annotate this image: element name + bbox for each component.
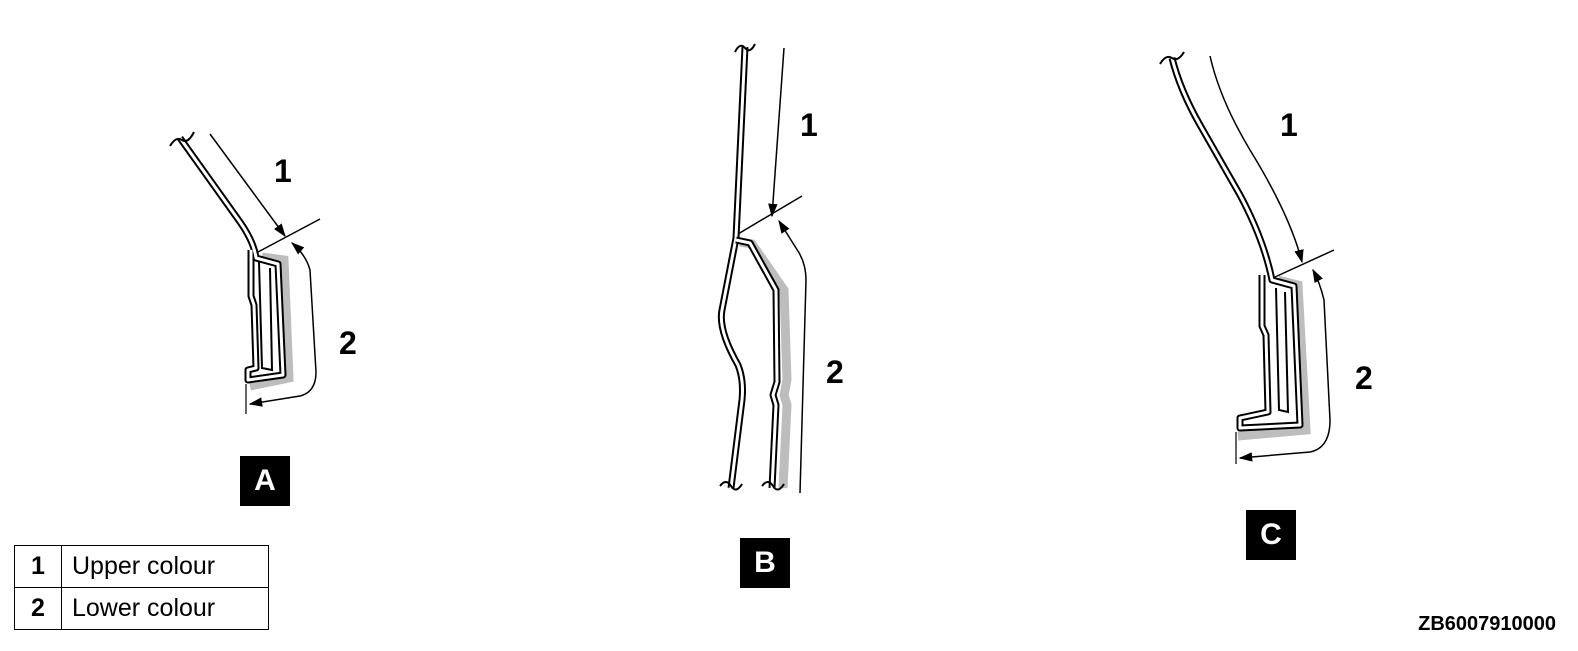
legend-table: 1 Upper colour 2 Lower colour [14, 545, 269, 630]
view-b-break-mark-bottom-right [761, 481, 785, 491]
legend-row: 2 Lower colour [14, 587, 269, 630]
legend-row: 1 Upper colour [14, 545, 269, 588]
reference-code: ZB6007910000 [1418, 613, 1556, 635]
view-b-break-mark-bottom-left [719, 481, 743, 491]
view-b-boundary-line [737, 195, 803, 235]
view-b-arrow-1 [768, 47, 785, 218]
view-c-section: 1 2 [1159, 51, 1373, 464]
legend-key: 1 [14, 545, 62, 588]
view-c-break-mark [1159, 51, 1185, 65]
legend-text: Lower colour [61, 587, 269, 630]
view-c-callout-2: 2 [1355, 360, 1373, 396]
view-c-callout-1: 1 [1280, 107, 1298, 143]
view-b-panel-fold [735, 236, 781, 489]
view-a-break-mark [169, 131, 195, 147]
view-a-section: 1 2 [169, 131, 357, 414]
view-a-arrow-1 [209, 133, 286, 238]
view-a-callout-2: 2 [339, 325, 357, 361]
view-a-callout-1: 1 [274, 153, 292, 189]
view-b-arrow-2 [778, 219, 807, 494]
view-a-arrow-2 [248, 242, 317, 407]
view-a-panel-outer [177, 135, 287, 384]
view-b-callout-1: 1 [800, 107, 818, 143]
view-a-boundary-line [257, 218, 321, 253]
view-c-arrow-1 [1209, 55, 1304, 264]
view-b-section: 1 2 [717, 43, 844, 494]
view-b-label: B [740, 538, 790, 588]
legend-key: 2 [14, 587, 62, 630]
view-c-label: C [1246, 510, 1296, 560]
view-c-boundary-line [1274, 249, 1335, 278]
view-b-callout-2: 2 [826, 354, 844, 390]
legend-text: Upper colour [61, 545, 269, 588]
view-c-arrow-2 [1238, 268, 1331, 462]
view-b-break-mark-top [734, 43, 756, 53]
view-a-label: A [240, 456, 290, 506]
